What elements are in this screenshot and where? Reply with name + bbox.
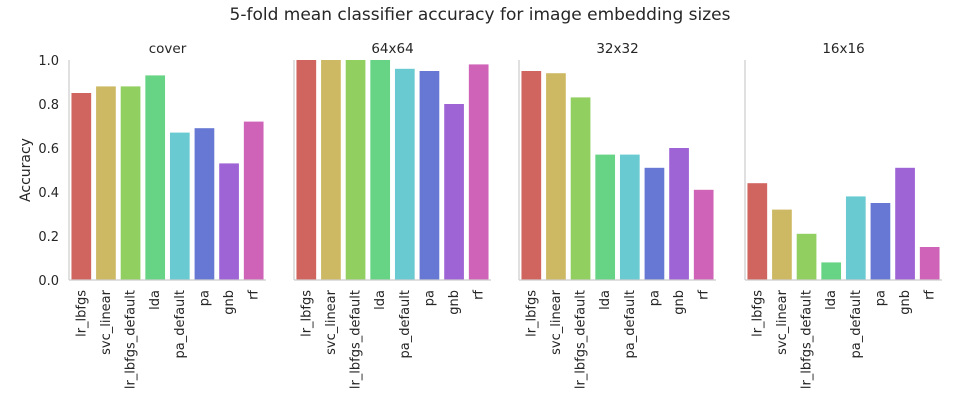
panel-title: 32x32 bbox=[596, 41, 638, 57]
bar-rf bbox=[693, 189, 714, 280]
panel-2: 32x32 lr_lbfgs svc_linear lr_lbfgs_default l… bbox=[518, 41, 716, 389]
bar-lr_lbfgs_default bbox=[796, 233, 817, 280]
bar-pa bbox=[419, 71, 440, 280]
bar-pa_default bbox=[845, 196, 866, 280]
bar-pa_default bbox=[169, 132, 190, 280]
bar-lda bbox=[821, 262, 842, 280]
x-tick-label: lr_lbfgs_default bbox=[574, 290, 589, 389]
x-tick-label: pa_default bbox=[623, 290, 638, 358]
x-tick-label: pa_default bbox=[849, 290, 864, 358]
bar-pa bbox=[644, 167, 665, 280]
bar-pa_default bbox=[394, 68, 415, 280]
x-tick-label: svc_linear bbox=[99, 289, 114, 355]
y-tick-label: 0.6 bbox=[38, 142, 59, 157]
x-tick-label: pa bbox=[647, 290, 662, 306]
bar-rf bbox=[468, 64, 489, 281]
y-axis-label: Accuracy bbox=[18, 138, 34, 202]
x-tick-label: lda bbox=[148, 290, 163, 310]
chart-panels: 0.0 0.2 0.4 0.6 0.8 1.0 cover lr_lbfgs svc_linea… bbox=[38, 41, 942, 389]
x-tick-label: lda bbox=[373, 290, 388, 310]
x-tick-label: svc_linear bbox=[549, 289, 564, 355]
x-tick-label: lr_lbfgs_default bbox=[124, 290, 139, 389]
x-tick-label: pa bbox=[873, 290, 888, 306]
x-tick-label: gnb bbox=[672, 290, 687, 315]
x-tick-label: svc_linear bbox=[324, 289, 339, 355]
x-tick-label: lr_lbfgs bbox=[299, 290, 314, 337]
panel-title: 16x16 bbox=[822, 41, 864, 57]
bar-svc_linear bbox=[96, 86, 116, 281]
bar-lr_lbfgs bbox=[521, 71, 542, 280]
bar-lda bbox=[145, 75, 166, 281]
x-tick-label: pa bbox=[197, 290, 212, 306]
bar-lr_lbfgs bbox=[296, 60, 317, 280]
bar-lda bbox=[595, 154, 616, 280]
x-tick-label: lr_lbfgs bbox=[524, 290, 539, 337]
x-tick-label: pa bbox=[422, 290, 437, 306]
bar-lr_lbfgs bbox=[71, 93, 92, 280]
panel-title: 64x64 bbox=[371, 41, 413, 57]
panel-0: cover lr_lbfgs svc_linear lr_lbfgs_default l… bbox=[68, 41, 266, 389]
x-tick-label: gnb bbox=[447, 290, 462, 315]
y-tick-label: 1.0 bbox=[38, 54, 59, 69]
bar-rf bbox=[243, 121, 264, 280]
x-tick-label: lr_lbfgs_default bbox=[800, 290, 815, 389]
x-tick-label: gnb bbox=[898, 290, 913, 315]
bar-gnb bbox=[219, 163, 239, 280]
x-tick-label: rf bbox=[247, 290, 262, 300]
chart-title: 5-fold mean classifier accuracy for imag… bbox=[229, 5, 731, 25]
x-tick-label: lda bbox=[598, 290, 613, 310]
bar-pa bbox=[194, 128, 215, 280]
x-tick-label: lr_lbfgs bbox=[750, 290, 765, 337]
x-tick-label: lr_lbfgs_default bbox=[349, 290, 364, 389]
x-tick-label: lr_lbfgs bbox=[74, 290, 89, 337]
x-tick-label: lda bbox=[824, 290, 839, 310]
bar-lr_lbfgs bbox=[747, 183, 768, 280]
bar-svc_linear bbox=[772, 209, 792, 280]
x-tick-label: rf bbox=[472, 290, 487, 300]
y-tick-label: 0.8 bbox=[38, 98, 59, 113]
x-tick-label: gnb bbox=[222, 290, 237, 315]
bar-gnb bbox=[444, 104, 464, 280]
y-tick-label: 0.0 bbox=[38, 274, 59, 289]
bar-gnb bbox=[669, 148, 689, 280]
bar-pa_default bbox=[619, 154, 640, 280]
x-tick-label: svc_linear bbox=[775, 289, 790, 355]
x-tick-label: rf bbox=[697, 290, 712, 300]
bar-lda bbox=[370, 60, 391, 280]
bar-svc_linear bbox=[546, 73, 566, 280]
bar-rf bbox=[919, 247, 940, 280]
panel-3: 16x16 lr_lbfgs svc_linear lr_lbfgs_default l… bbox=[744, 41, 942, 389]
bar-svc_linear bbox=[321, 60, 341, 280]
y-tick-label: 0.2 bbox=[38, 230, 59, 245]
x-tick-label: pa_default bbox=[173, 290, 188, 358]
bar-pa bbox=[870, 203, 891, 280]
bar-lr_lbfgs_default bbox=[120, 86, 141, 281]
bar-lr_lbfgs_default bbox=[345, 60, 366, 280]
bar-gnb bbox=[895, 167, 915, 280]
bar-lr_lbfgs_default bbox=[570, 97, 591, 281]
y-tick-label: 0.4 bbox=[38, 186, 59, 201]
x-tick-label: rf bbox=[923, 290, 938, 300]
x-tick-label: pa_default bbox=[398, 290, 413, 358]
panel-1: 64x64 lr_lbfgs svc_linear lr_lbfgs_default l… bbox=[293, 41, 491, 389]
panel-title: cover bbox=[149, 41, 187, 57]
